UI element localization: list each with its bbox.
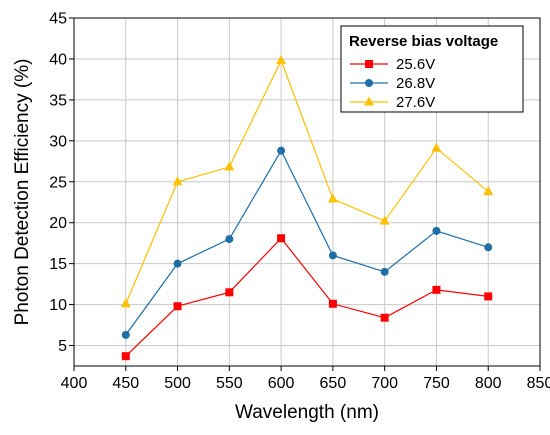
y-tick-label: 30 bbox=[49, 133, 67, 150]
legend-item: 26.8V bbox=[350, 75, 435, 92]
y-tick-label: 25 bbox=[49, 174, 67, 191]
series-group bbox=[120, 55, 494, 361]
x-tick-label: 750 bbox=[423, 375, 450, 392]
y-tick-label: 45 bbox=[49, 11, 67, 28]
y-axis-title: Photon Detection Efficiency (%) bbox=[12, 59, 33, 326]
series-line bbox=[125, 149, 489, 336]
series-26.8V bbox=[121, 146, 493, 339]
data-point bbox=[121, 330, 130, 339]
data-point bbox=[484, 243, 493, 252]
series-27.6V bbox=[120, 55, 494, 308]
data-point bbox=[328, 251, 337, 260]
data-point bbox=[173, 259, 182, 268]
legend-item: 25.6V bbox=[350, 56, 435, 73]
data-point bbox=[225, 288, 234, 297]
data-point bbox=[172, 176, 183, 186]
data-point bbox=[120, 298, 131, 308]
legend-title: Reverse bias voltage bbox=[349, 33, 498, 50]
y-tick-label: 35 bbox=[49, 92, 67, 109]
axis-ticks: 400 450 500 550 600 650 700 750 800 850 5 10 15 20 25 3… bbox=[49, 11, 550, 393]
x-axis-title: Wavelength (nm) bbox=[235, 402, 379, 423]
data-point bbox=[276, 55, 287, 65]
y-tick-label: 5 bbox=[58, 338, 67, 355]
y-tick-label: 40 bbox=[49, 51, 67, 68]
legend-marker bbox=[364, 96, 374, 106]
legend-label: 25.6V bbox=[396, 56, 435, 73]
data-point bbox=[380, 267, 389, 276]
x-tick-label: 700 bbox=[371, 375, 398, 392]
data-point bbox=[431, 142, 442, 152]
data-point bbox=[173, 302, 182, 311]
x-tick-label: 450 bbox=[112, 375, 139, 392]
legend-box bbox=[340, 25, 524, 113]
data-point bbox=[328, 299, 337, 308]
data-point bbox=[484, 292, 493, 301]
legend-item: 27.6V bbox=[350, 94, 435, 111]
data-point bbox=[224, 161, 235, 171]
x-tick-label: 850 bbox=[527, 375, 550, 392]
plot-frame bbox=[73, 17, 541, 367]
y-tick-label: 15 bbox=[49, 256, 67, 273]
x-tick-label: 600 bbox=[268, 375, 295, 392]
data-point bbox=[121, 352, 130, 361]
y-tick-label: 20 bbox=[49, 215, 67, 232]
legend: Reverse bias voltage 25.6V 26.8V 27.6V bbox=[340, 25, 524, 113]
data-point bbox=[277, 146, 286, 155]
data-point bbox=[277, 234, 286, 243]
x-tick-label: 500 bbox=[164, 375, 191, 392]
series-line bbox=[125, 237, 489, 357]
data-point bbox=[327, 193, 338, 203]
data-point bbox=[483, 186, 494, 196]
legend-marker bbox=[365, 60, 373, 68]
data-point bbox=[432, 226, 441, 235]
y-tick-label: 10 bbox=[49, 297, 67, 314]
legend-label: 26.8V bbox=[396, 75, 435, 92]
data-point bbox=[432, 285, 441, 294]
x-tick-label: 550 bbox=[216, 375, 243, 392]
series-25.6V bbox=[121, 234, 493, 361]
data-point bbox=[225, 235, 234, 244]
x-tick-label: 800 bbox=[475, 375, 502, 392]
data-point bbox=[379, 215, 390, 225]
legend-marker bbox=[365, 79, 373, 87]
x-tick-label: 650 bbox=[320, 375, 347, 392]
series-line bbox=[125, 59, 489, 305]
legend-items: 25.6V 26.8V 27.6V bbox=[350, 56, 435, 111]
data-point bbox=[380, 313, 389, 322]
legend-label: 27.6V bbox=[396, 94, 435, 111]
x-tick-label: 400 bbox=[61, 375, 88, 392]
